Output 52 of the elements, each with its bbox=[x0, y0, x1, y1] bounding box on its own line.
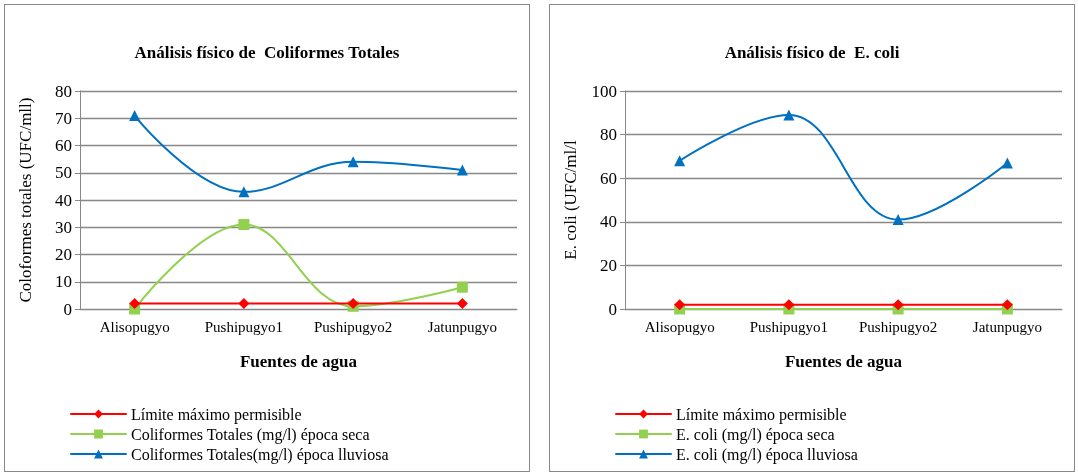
y-tick-label: 20 bbox=[600, 255, 617, 275]
y-tick-label: 80 bbox=[55, 81, 72, 101]
y-tick-label: 0 bbox=[63, 299, 72, 319]
y-tick-label: 40 bbox=[55, 190, 72, 210]
x-tick-label: Alisopugyo bbox=[99, 318, 170, 335]
chart-title: Análisis físico de Coliformes Totales bbox=[134, 43, 400, 62]
x-tick-label: Jatunpugyo bbox=[427, 318, 497, 335]
point bbox=[456, 164, 468, 176]
point bbox=[238, 298, 250, 310]
point bbox=[1001, 157, 1013, 169]
point bbox=[674, 299, 686, 311]
chart-title: Análisis físico de E. coli bbox=[724, 43, 900, 62]
y-axis-title: Coloformes totales (UFC/mll) bbox=[16, 97, 35, 303]
y-axis-title: E. coli (UFC/ml/l bbox=[561, 139, 580, 260]
y-tick-label: 60 bbox=[55, 136, 72, 155]
point bbox=[456, 298, 468, 310]
y-tick-label: 20 bbox=[55, 245, 72, 264]
point bbox=[892, 214, 904, 226]
point bbox=[783, 109, 795, 121]
legend-label: E. coli (mg/l) época seca bbox=[676, 425, 835, 444]
x-axis-title: Fuentes de agua bbox=[784, 352, 903, 371]
y-tick-label: 10 bbox=[55, 272, 72, 292]
point bbox=[1001, 299, 1013, 311]
y-tick-label: 50 bbox=[55, 163, 72, 183]
x-axis-title: Fuentes de agua bbox=[239, 352, 358, 371]
point bbox=[238, 219, 250, 231]
legend-label: Coliformes Totales(mg/l) época lluviosa bbox=[131, 445, 389, 464]
point bbox=[674, 155, 686, 167]
x-tick-label: Jatunpugyo bbox=[972, 318, 1042, 335]
point bbox=[892, 299, 904, 311]
x-tick-label: Pushipugyo2 bbox=[858, 318, 938, 335]
y-tick-label: 60 bbox=[600, 168, 617, 188]
y-tick-label: 70 bbox=[55, 108, 72, 128]
x-tick-label: Pushipugyo1 bbox=[204, 318, 284, 335]
x-tick-label: Pushipugyo2 bbox=[313, 318, 393, 335]
y-tick-label: 100 bbox=[591, 81, 617, 101]
point bbox=[347, 156, 359, 168]
point bbox=[129, 110, 141, 122]
y-tick-label: 40 bbox=[600, 212, 617, 232]
x-tick-label: Pushipugyo1 bbox=[749, 318, 829, 335]
point bbox=[129, 298, 141, 310]
y-tick-label: 0 bbox=[608, 299, 617, 319]
y-tick-label: 30 bbox=[55, 217, 72, 237]
point bbox=[783, 299, 795, 311]
legend-label: Límite máximo permisible bbox=[131, 405, 302, 424]
point bbox=[238, 186, 250, 198]
legend-label: Coliformes Totales (mg/l) época seca bbox=[131, 425, 370, 444]
y-tick-label: 80 bbox=[600, 125, 617, 145]
legend-label: Límite máximo permisible bbox=[676, 405, 847, 424]
x-tick-label: Alisopugyo bbox=[644, 318, 715, 335]
point bbox=[456, 281, 468, 293]
legend-label: E. coli (mg/l) época lluviosa bbox=[676, 445, 858, 464]
